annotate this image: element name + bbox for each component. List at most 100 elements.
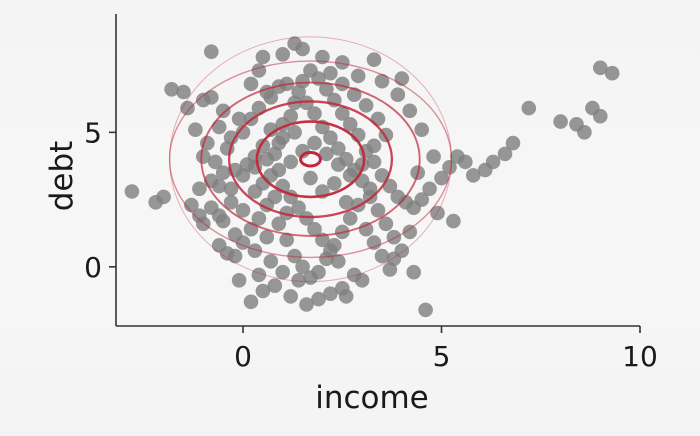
data-point-106 [164, 82, 179, 97]
data-point-111 [207, 154, 223, 170]
contour-level-1 [255, 120, 366, 199]
data-point-183 [386, 251, 402, 267]
data-point-3 [176, 84, 191, 100]
x-tick-label-2: 10 [622, 340, 658, 373]
x-tick-label-0: 0 [234, 340, 252, 373]
data-point-163 [390, 87, 406, 102]
data-point-146 [259, 151, 275, 167]
data-point-19 [184, 197, 199, 213]
data-point-132 [307, 221, 322, 237]
data-point-81 [366, 235, 382, 250]
data-point-92 [243, 294, 259, 310]
data-point-47 [414, 192, 430, 207]
x-axis-label: income [315, 380, 429, 416]
data-point-143 [223, 181, 239, 197]
y-ticks: 05 [84, 116, 116, 284]
data-point-105 [204, 44, 219, 59]
data-point-187 [275, 264, 291, 280]
data-point-186 [291, 273, 306, 288]
data-point-10 [235, 125, 251, 140]
data-point-35 [319, 82, 334, 97]
data-point-194 [303, 170, 318, 186]
data-point-87 [311, 291, 326, 307]
data-point-82 [374, 248, 390, 264]
contour-level-0 [299, 151, 322, 168]
data-point-115 [263, 90, 279, 105]
data-point-184 [354, 273, 370, 288]
data-point-93 [231, 273, 247, 288]
data-point-135 [331, 254, 346, 269]
data-point-122 [323, 130, 338, 145]
data-point-153 [342, 168, 358, 183]
data-point-180 [446, 213, 461, 229]
data-point-5 [204, 90, 219, 105]
data-point-149 [295, 143, 310, 159]
data-point-134 [323, 243, 338, 258]
data-point-6 [215, 103, 231, 119]
data-point-11 [243, 76, 259, 92]
data-point-80 [358, 221, 374, 237]
data-point-98 [386, 229, 402, 245]
data-point-63 [593, 108, 608, 124]
data-point-56 [497, 146, 513, 162]
data-point-188 [263, 254, 279, 269]
data-point-175 [275, 130, 291, 145]
data-point-197 [338, 195, 354, 210]
data-point-16 [215, 165, 231, 180]
contour-level-3 [200, 81, 421, 237]
data-point-7 [211, 119, 227, 135]
y-tick-label-1: 5 [84, 116, 102, 149]
data-point-191 [211, 238, 227, 253]
data-point-178 [211, 178, 227, 194]
data-point-174 [263, 122, 279, 137]
data-point-150 [307, 135, 322, 151]
data-point-59 [553, 114, 568, 129]
data-point-90 [267, 278, 283, 294]
data-point-147 [271, 162, 287, 178]
data-point-30 [283, 108, 299, 124]
data-point-53 [466, 168, 481, 183]
data-point-91 [255, 283, 271, 299]
data-point-195 [279, 205, 295, 221]
data-point-12 [251, 63, 267, 78]
data-point-58 [521, 100, 537, 116]
data-point-151 [319, 146, 334, 162]
data-point-65 [604, 65, 620, 81]
data-point-170 [350, 68, 366, 84]
data-point-72 [295, 259, 310, 275]
data-point-104 [255, 49, 271, 65]
data-point-61 [577, 125, 592, 140]
data-point-171 [366, 52, 382, 67]
data-point-18 [192, 181, 207, 197]
data-point-86 [323, 286, 338, 302]
data-point-168 [295, 41, 310, 57]
data-point-160 [335, 76, 350, 92]
data-point-38 [342, 117, 358, 132]
data-point-182 [402, 224, 418, 240]
data-point-130 [291, 200, 306, 215]
data-point-131 [299, 211, 314, 226]
data-point-169 [335, 55, 350, 70]
data-point-118 [291, 84, 306, 100]
data-point-95 [418, 302, 433, 318]
data-point-89 [283, 289, 299, 304]
data-point-68 [259, 229, 275, 245]
data-point-148 [283, 154, 299, 170]
data-point-179 [287, 125, 302, 140]
data-point-142 [192, 208, 207, 223]
data-point-42 [374, 168, 390, 183]
data-point-48 [422, 181, 437, 197]
data-point-70 [279, 232, 295, 248]
data-point-96 [406, 264, 422, 280]
data-point-152 [331, 157, 346, 172]
data-point-2 [156, 189, 171, 205]
data-point-120 [307, 106, 322, 121]
data-point-181 [430, 205, 445, 221]
data-point-69 [271, 216, 287, 232]
data-point-99 [378, 216, 394, 232]
data-point-52 [458, 154, 473, 170]
data-point-164 [402, 103, 418, 119]
x-tick-label-1: 5 [433, 340, 451, 373]
data-point-41 [366, 154, 382, 170]
